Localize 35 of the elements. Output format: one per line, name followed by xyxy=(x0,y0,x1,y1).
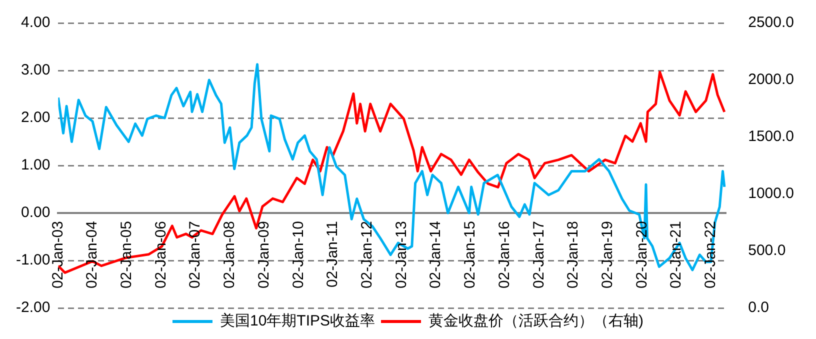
x-tick-label: 02-Jan-09 xyxy=(255,221,272,289)
x-tick-label: 02-Jan-05 xyxy=(118,221,136,289)
y-tick-label: 1.00 xyxy=(20,156,50,174)
x-tick-label: 02-Jan-22 xyxy=(702,221,720,289)
legend-label: 美国10年期TIPS收益率 xyxy=(220,312,376,330)
x-tick-label: 02-Jan-16 xyxy=(496,221,513,289)
y-tick-label: 3.00 xyxy=(20,62,50,79)
x-tick-label: 02-Jan-15 xyxy=(462,221,479,289)
x-tick-label: 02-Jan-19 xyxy=(598,221,616,289)
x-tick-label: 02-Jan-18 xyxy=(564,221,582,289)
x-tick-label: 02-Jan-04 xyxy=(84,221,101,289)
x-tick-label: 02-Jan-07 xyxy=(186,221,204,289)
x-tick-label: 02-Jan-03 xyxy=(49,221,66,289)
x-tick-label: 02-Jan-21 xyxy=(668,221,685,289)
legend-label: 黄金收盘价（活跃合约）（右轴) xyxy=(428,312,644,330)
y-tick-label: -2.00 xyxy=(16,299,50,316)
y2-tick-label: 2000.0 xyxy=(748,71,794,88)
y-tick-label: -1.00 xyxy=(16,252,50,269)
y2-tick-label: 500.0 xyxy=(748,242,786,260)
x-tick-label: 02-Jan-17 xyxy=(530,221,548,289)
y2-tick-label: 1500.0 xyxy=(748,128,794,146)
x-tick-label: 02-Jan-20 xyxy=(633,221,650,289)
y-tick-label: 2.00 xyxy=(20,109,50,126)
y2-tick-label: 2500.0 xyxy=(748,14,794,32)
x-tick-label: 02-Jan-12 xyxy=(358,221,376,289)
y2-tick-label: 0.0 xyxy=(748,299,769,316)
x-tick-label: 02-Jan-06 xyxy=(152,221,170,289)
y-tick-label: 0.00 xyxy=(20,204,50,222)
x-tick-label: 02-Jan-10 xyxy=(290,221,307,289)
x-tick-label: 02-Jan-11 xyxy=(324,221,342,288)
x-tick-label: 02-Jan-08 xyxy=(221,221,238,289)
x-tick-label: 02-Jan-13 xyxy=(392,221,410,289)
y2-tick-label: 1000.0 xyxy=(748,185,794,202)
x-tick-label: 02-Jan-14 xyxy=(427,221,444,289)
y-tick-label: 4.00 xyxy=(20,14,50,32)
